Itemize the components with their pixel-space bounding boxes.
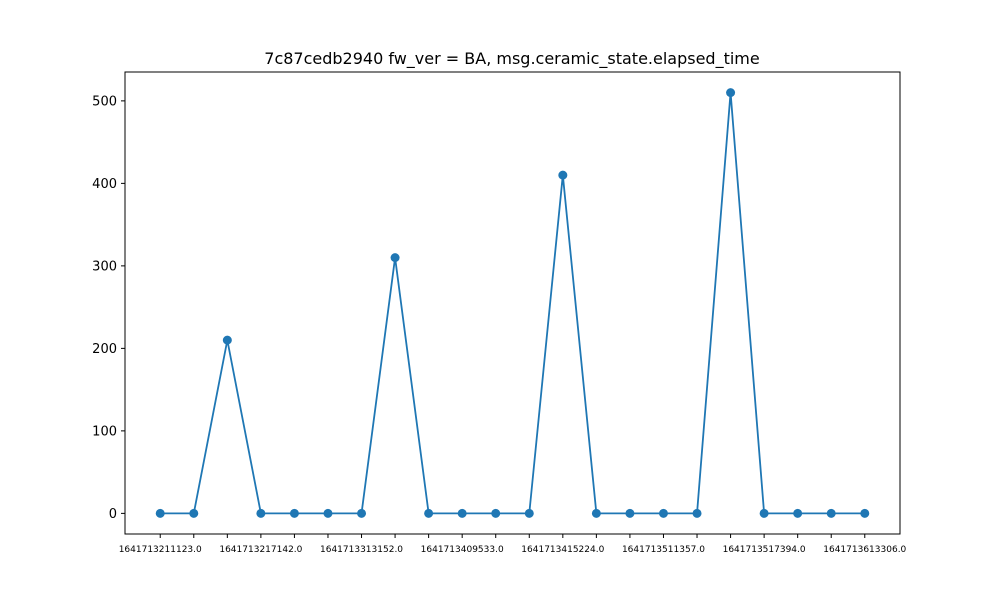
x-tick-label: 1641713217142.0: [219, 545, 302, 555]
data-point: [491, 508, 501, 518]
series-polyline: [160, 92, 865, 515]
data-point: [323, 508, 333, 518]
data-point: [658, 508, 668, 518]
data-point: [289, 508, 299, 518]
data-point: [793, 508, 803, 518]
data-point: [357, 508, 367, 518]
x-axis: 1641713211123.0 1641713217142.0 1641713313…: [119, 534, 907, 555]
y-tick-label: 300: [92, 259, 117, 274]
y-tick-label: 400: [92, 177, 117, 192]
data-point: [726, 88, 736, 98]
plot-area: [124, 71, 901, 535]
chart-title: 7c87cedb2940 fw_ver = BA, msg.ceramic_st…: [264, 49, 759, 69]
data-point: [860, 508, 870, 518]
x-tick-label: 1641713409533.0: [421, 545, 504, 555]
y-tick-label: 100: [92, 424, 117, 439]
x-tick-label: 1641713415224.0: [521, 545, 604, 555]
x-tick-label: 1641713613306.0: [823, 545, 906, 555]
y-tick-label: 200: [92, 342, 117, 357]
y-tick-label: 500: [92, 94, 117, 109]
data-point: [625, 508, 635, 518]
data-point: [424, 508, 434, 518]
x-tick-label: 1641713517394.0: [723, 545, 806, 555]
data-point: [759, 508, 769, 518]
y-axis: 0 100 200 300 400 500: [92, 94, 125, 522]
data-point: [457, 508, 467, 518]
data-point: [189, 508, 199, 518]
data-point: [591, 508, 601, 518]
series-line: [155, 88, 870, 518]
data-point: [692, 508, 702, 518]
y-tick-label: 0: [109, 507, 117, 522]
x-tick-label: 1641713211123.0: [119, 545, 202, 555]
x-tick-label: 1641713313152.0: [320, 545, 403, 555]
x-tick-label: 1641713511357.0: [622, 545, 705, 555]
data-point: [155, 508, 165, 518]
data-point: [390, 253, 400, 263]
data-point: [524, 508, 534, 518]
data-point: [558, 170, 568, 180]
data-point: [256, 508, 266, 518]
data-point: [826, 508, 836, 518]
data-point: [222, 335, 232, 345]
